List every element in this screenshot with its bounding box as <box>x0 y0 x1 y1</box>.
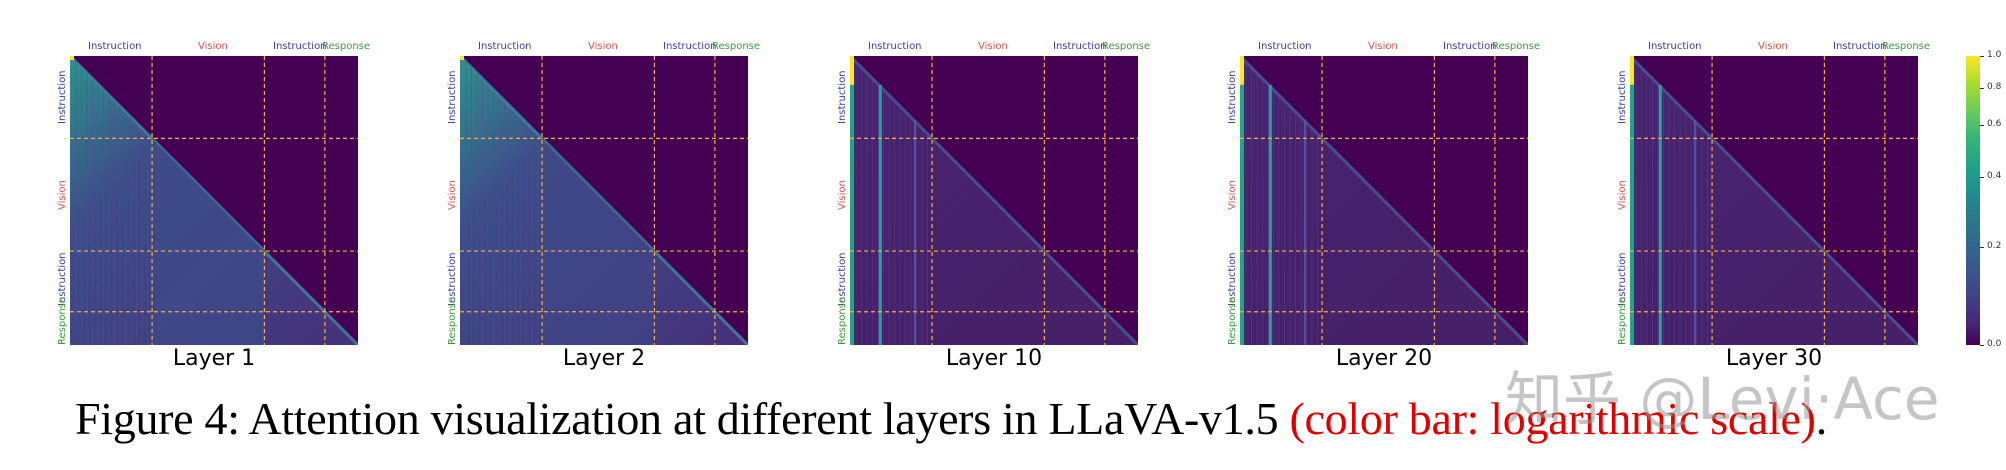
colorbar-tick <box>1980 87 1984 89</box>
attention-heatmap <box>460 56 748 345</box>
panel-title: Layer 2 <box>562 346 646 371</box>
y-label-vision: Vision <box>1227 180 1238 210</box>
watermark: 知乎 @Levi·Ace <box>1505 365 1940 433</box>
x-segment-labels: Instruction Vision Instruction Response <box>460 41 770 53</box>
heatmap-panel: Instruction Vision Instruction Response Inst… <box>1617 41 1930 371</box>
colorbar-tick-label: 0.0 <box>1987 339 2002 349</box>
y-label-response: Response <box>1617 296 1628 345</box>
y-label-response: Response <box>447 296 458 345</box>
x-label-instruction: Instruction <box>1258 41 1312 52</box>
colorbar-tick-label: 0.4 <box>1987 171 2002 182</box>
x-segment-labels: Instruction Vision Instruction Response <box>1630 41 1940 53</box>
x-segment-labels: Instruction Vision Instruction Response <box>850 41 1160 53</box>
y-label-instruction: Instruction <box>1617 70 1628 124</box>
heatmap-panel: Instruction Vision Instruction Response Inst… <box>57 41 370 371</box>
y-label-vision: Vision <box>57 180 68 210</box>
x-label-instruction: Instruction <box>1648 41 1702 52</box>
y-label-instruction: Instruction <box>837 70 848 124</box>
caption-highlight: (color bar: logarithmic scale) <box>1289 393 1816 444</box>
heatmap-panel: Instruction Vision Instruction Response Inst… <box>1227 41 1540 371</box>
y-label-vision: Vision <box>447 180 458 210</box>
colorbar-tick-label: 0.2 <box>1987 240 2002 251</box>
x-label-instruction: Instruction <box>478 41 532 52</box>
x-segment-labels: Instruction Vision Instruction Response <box>70 41 380 53</box>
y-label-response: Response <box>1227 296 1238 345</box>
x-label-instruction-2: Instruction <box>1443 41 1497 52</box>
x-label-response: Response <box>1492 41 1541 52</box>
attention-heatmap <box>70 56 358 345</box>
y-label-instruction: Instruction <box>57 70 68 124</box>
x-label-instruction: Instruction <box>868 41 922 52</box>
x-label-vision: Vision <box>198 41 228 52</box>
colorbar-tick-label: 0.6 <box>1987 119 2002 130</box>
figure-caption: Figure 4: Attention visualization at dif… <box>75 392 1827 445</box>
colorbar-tick <box>1980 56 1984 57</box>
y-label-instruction: Instruction <box>1227 70 1238 124</box>
y-label-response: Response <box>57 296 68 345</box>
x-label-response: Response <box>1882 41 1931 52</box>
y-label-vision: Vision <box>837 180 848 210</box>
x-label-instruction: Instruction <box>88 41 142 52</box>
panel-title: Layer 10 <box>945 346 1043 371</box>
colorbar-tick-label: 1.0 <box>1987 50 2002 60</box>
x-label-instruction-2: Instruction <box>1053 41 1107 52</box>
y-label-response: Response <box>837 296 848 345</box>
x-label-instruction-2: Instruction <box>273 41 327 52</box>
caption-end: . <box>1815 393 1828 444</box>
x-label-response: Response <box>1102 41 1151 52</box>
panel-title: Layer 30 <box>1725 346 1823 371</box>
attention-heatmap <box>850 56 1138 345</box>
colorbar-tick <box>1980 345 1984 346</box>
colorbar-tick <box>1980 246 1984 248</box>
caption-main: Figure 4: Attention visualization at dif… <box>75 393 1290 444</box>
y-label-instruction: Instruction <box>447 70 458 124</box>
x-segment-labels: Instruction Vision Instruction Response <box>1240 41 1550 53</box>
colorbar-tick <box>1980 177 1984 179</box>
panel-title: Layer 20 <box>1335 346 1433 371</box>
x-label-vision: Vision <box>588 41 618 52</box>
colorbar-tick <box>1980 125 1984 127</box>
y-label-vision: Vision <box>1617 180 1628 210</box>
x-label-response: Response <box>322 41 371 52</box>
attention-heatmap <box>1240 56 1528 345</box>
x-label-instruction-2: Instruction <box>663 41 717 52</box>
x-label-response: Response <box>712 41 761 52</box>
colorbar-tick-label: 0.8 <box>1987 81 2002 92</box>
attention-heatmap <box>1630 56 1918 345</box>
heatmap-panel: Instruction Vision Instruction Response Inst… <box>447 41 760 371</box>
x-label-vision: Vision <box>978 41 1008 52</box>
x-label-vision: Vision <box>1368 41 1398 52</box>
x-label-instruction-2: Instruction <box>1833 41 1887 52</box>
heatmap-panel: Instruction Vision Instruction Response Inst… <box>837 41 1150 371</box>
x-label-vision: Vision <box>1758 41 1788 52</box>
panel-title: Layer 1 <box>172 346 256 371</box>
colorbar <box>1966 56 1980 345</box>
